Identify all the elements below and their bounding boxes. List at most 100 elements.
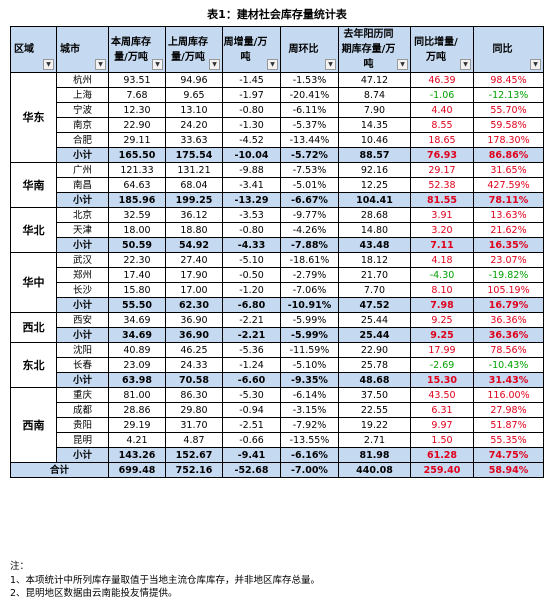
- last-week-subtotal-cell: 175.54: [165, 147, 223, 163]
- this-week-cell: 17.40: [108, 267, 166, 283]
- yoy-cell: 55.70%: [473, 102, 544, 118]
- city-cell: 武汉: [56, 252, 109, 268]
- city-cell: 北京: [56, 207, 109, 223]
- this-week-cell: 121.33: [108, 162, 166, 178]
- yoy-change-cell: 9.97: [410, 417, 474, 433]
- wow-cell: -5.01%: [280, 177, 339, 193]
- last-week-cell: 68.04: [165, 177, 223, 193]
- wow-cell: -1.53%: [280, 72, 339, 88]
- filter-dropdown-icon[interactable]: ▼: [95, 59, 106, 70]
- region-cell: 华中: [10, 252, 57, 313]
- yoy-cell: 78.56%: [473, 342, 544, 358]
- table-row: 贵阳 29.19 31.70 -2.51 -7.92% 19.22 9.97 51.87%: [11, 417, 544, 433]
- last-year-subtotal-cell: 48.68: [338, 372, 411, 388]
- yoy-cell: 427.59%: [473, 177, 544, 193]
- filter-dropdown-icon[interactable]: ▼: [43, 59, 54, 70]
- column-header-last-week[interactable]: 上周库存量/万吨 ▼: [165, 26, 223, 73]
- yoy-cell: 178.30%: [473, 132, 544, 148]
- city-cell: 贵阳: [56, 417, 109, 433]
- weekly-change-cell: -2.21: [222, 312, 281, 328]
- city-cell: 成都: [56, 402, 109, 418]
- last-year-cell: 12.25: [338, 177, 411, 193]
- wow-subtotal-cell: -7.88%: [280, 237, 339, 253]
- last-week-cell: 36.90: [165, 312, 223, 328]
- weekly-change-cell: -1.97: [222, 87, 281, 103]
- last-week-cell: 24.20: [165, 117, 223, 133]
- last-year-subtotal-cell: 25.44: [338, 327, 411, 343]
- last-year-cell: 10.46: [338, 132, 411, 148]
- filter-dropdown-icon[interactable]: ▼: [209, 59, 220, 70]
- city-cell: 天津: [56, 222, 109, 238]
- yoy-change-cell: 43.50: [410, 387, 474, 403]
- yoy-cell: 59.58%: [473, 117, 544, 133]
- filter-dropdown-icon[interactable]: ▼: [152, 59, 163, 70]
- last-year-cell: 28.68: [338, 207, 411, 223]
- yoy-cell: -10.43%: [473, 357, 544, 373]
- column-header-last-year[interactable]: 去年阳历同期库存量/万吨 ▼: [338, 26, 411, 73]
- yoy-total-cell: 58.94%: [473, 462, 544, 478]
- yoy-change-cell: 18.65: [410, 132, 474, 148]
- filter-dropdown-icon[interactable]: ▼: [325, 59, 336, 70]
- last-year-subtotal-cell: 43.48: [338, 237, 411, 253]
- weekly-change-subtotal-cell: -9.41: [222, 447, 281, 463]
- subtotal-label: 小计: [56, 372, 109, 388]
- last-week-cell: 18.80: [165, 222, 223, 238]
- wow-total-cell: -7.00%: [280, 462, 339, 478]
- this-week-cell: 4.21: [108, 432, 166, 448]
- city-cell: 广州: [56, 162, 109, 178]
- this-week-subtotal-cell: 50.59: [108, 237, 166, 253]
- column-header-city[interactable]: 城市 ▼: [56, 26, 109, 73]
- city-cell: 重庆: [56, 387, 109, 403]
- yoy-change-subtotal-cell: 7.11: [410, 237, 474, 253]
- last-week-subtotal-cell: 70.58: [165, 372, 223, 388]
- weekly-change-subtotal-cell: -13.29: [222, 192, 281, 208]
- column-header-this-week[interactable]: 本周库存量/万吨 ▼: [108, 26, 166, 73]
- table-row: 华东 杭州 93.51 94.96 -1.45 -1.53% 47.12 46.39 98.45…: [10, 72, 544, 163]
- last-year-cell: 25.44: [338, 312, 411, 328]
- subtotal-label: 小计: [56, 237, 109, 253]
- weekly-change-cell: -5.10: [222, 252, 281, 268]
- column-header-yoy[interactable]: 同比 ▼: [473, 26, 544, 73]
- column-header-yoy-change[interactable]: 同比增量/万吨 ▼: [410, 26, 474, 73]
- column-header-region[interactable]: 区域 ▼: [10, 26, 57, 73]
- this-week-cell: 64.63: [108, 177, 166, 193]
- yoy-subtotal-cell: 16.79%: [473, 297, 544, 313]
- weekly-change-cell: -4.52: [222, 132, 281, 148]
- yoy-cell: 21.62%: [473, 222, 544, 238]
- last-year-subtotal-cell: 104.41: [338, 192, 411, 208]
- table-row: 东北 沈阳 40.89 46.25 -5.36 -11.59% 22.90 17.99 78.5…: [10, 342, 544, 388]
- column-header-weekly-change[interactable]: 周增量/万吨 ▼: [222, 26, 281, 73]
- wow-cell: -5.37%: [280, 117, 339, 133]
- last-year-cell: 8.74: [338, 87, 411, 103]
- this-week-cell: 23.09: [108, 357, 166, 373]
- filter-dropdown-icon[interactable]: ▼: [530, 59, 541, 70]
- city-cell: 杭州: [56, 72, 109, 88]
- filter-dropdown-icon[interactable]: ▼: [460, 59, 471, 70]
- wow-cell: -13.55%: [280, 432, 339, 448]
- this-week-cell: 22.90: [108, 117, 166, 133]
- last-week-cell: 46.25: [165, 342, 223, 358]
- last-week-cell: 36.12: [165, 207, 223, 223]
- weekly-change-cell: -0.80: [222, 102, 281, 118]
- weekly-change-subtotal-cell: -10.04: [222, 147, 281, 163]
- wow-cell: -13.44%: [280, 132, 339, 148]
- this-week-subtotal-cell: 165.50: [108, 147, 166, 163]
- yoy-change-cell: 4.40: [410, 102, 474, 118]
- table-row: 华北 北京 32.59 36.12 -3.53 -9.77% 28.68 3.91 13.63%: [10, 207, 544, 253]
- filter-dropdown-icon[interactable]: ▼: [267, 59, 278, 70]
- filter-dropdown-icon[interactable]: ▼: [397, 59, 408, 70]
- yoy-cell: 98.45%: [473, 72, 544, 88]
- yoy-change-cell: 3.20: [410, 222, 474, 238]
- region-cell: 华东: [10, 72, 57, 163]
- table-row: 上海 7.68 9.65 -1.97 -20.41% 8.74 -1.06 -12.13%: [11, 87, 544, 103]
- column-header-wow[interactable]: 周环比 ▼: [280, 26, 339, 73]
- table-title: 表1：建材社会库存量统计表: [207, 8, 347, 21]
- weekly-change-cell: -3.53: [222, 207, 281, 223]
- wow-subtotal-cell: -6.67%: [280, 192, 339, 208]
- last-year-subtotal-cell: 81.98: [338, 447, 411, 463]
- yoy-cell: 23.07%: [473, 252, 544, 268]
- last-week-cell: 17.00: [165, 282, 223, 298]
- table-row: 合肥 29.11 33.63 -4.52 -13.44% 10.46 18.65 178.30…: [11, 132, 544, 148]
- subtotal-row: 小计 34.69 36.90 -2.21 -5.99% 25.44 9.25 36.36%: [11, 327, 544, 343]
- weekly-change-subtotal-cell: -6.60: [222, 372, 281, 388]
